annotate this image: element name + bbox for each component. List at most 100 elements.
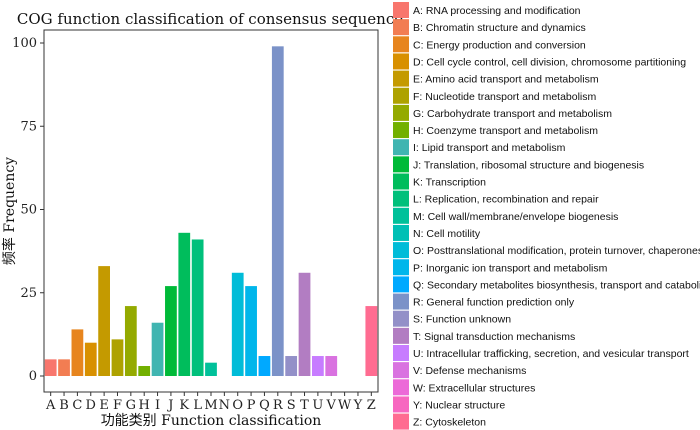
y-axis: 0 25 50 75 100 [12, 36, 44, 384]
bar-O [231, 272, 244, 376]
x-tick-label-V: V [326, 398, 337, 413]
legend-item-label: F: Nucleotide transport and metabolism [413, 91, 597, 103]
legend-item-label: T: Signal transduction mechanisms [413, 331, 575, 343]
x-tick-label-P: P [247, 398, 256, 413]
x-tick-label-H: H [139, 398, 150, 413]
legend-swatch [393, 53, 409, 70]
bar-J [165, 286, 177, 376]
legend-swatch [393, 224, 409, 241]
bar-F [111, 339, 124, 376]
legend-swatch [393, 413, 409, 430]
legend-item-label: H: Coenzyme transport and metabolism [413, 125, 598, 137]
legend-swatch [393, 36, 409, 53]
legend-swatch [393, 293, 409, 310]
legend-item-label: J: Translation, ribosomal structure and … [413, 159, 644, 171]
x-tick-label-I: I [155, 398, 160, 413]
legend-item-label: Y: Nuclear structure [413, 399, 505, 411]
legend-item-label: W: Extracellular structures [413, 382, 535, 394]
bar-Z [365, 306, 378, 376]
legend-swatch [393, 310, 409, 327]
bar-D [84, 342, 97, 376]
x-tick-label-R: R [273, 398, 284, 413]
legend-item-label: I: Lipid transport and metabolism [413, 142, 566, 154]
x-tick-label-F: F [113, 398, 122, 413]
legend-item-label: N: Cell motility [413, 228, 481, 240]
x-tick-label-T: T [300, 398, 309, 413]
bar-Q [258, 356, 271, 376]
legend-swatch [393, 362, 409, 379]
x-tick-label-Q: Q [259, 398, 270, 413]
x-tick-label-W: W [338, 398, 352, 413]
legend-swatch [393, 19, 409, 36]
y-tick-label: 0 [29, 369, 37, 384]
legend-item-label: E: Amino acid transport and metabolism [413, 74, 599, 86]
bar-E [98, 266, 110, 376]
plot-frame [43, 29, 379, 393]
x-tick-label-J: J [166, 398, 173, 413]
legend-item-label: S: Function unknown [413, 314, 511, 326]
legend-swatch [393, 70, 409, 87]
legend-swatch [393, 87, 409, 104]
x-tick-label-M: M [204, 398, 217, 413]
legend-item-label: M: Cell wall/membrane/envelope biogenesi… [413, 211, 618, 223]
bars [44, 46, 378, 376]
y-tick-label: 25 [20, 286, 37, 301]
legend-swatch [393, 396, 409, 413]
x-tick-label-Y: Y [353, 398, 363, 413]
legend-swatch [393, 379, 409, 396]
bar-M [205, 362, 217, 376]
x-tick-label-L: L [193, 398, 202, 413]
legend-item-label: R: General function prediction only [413, 297, 575, 309]
x-tick-label-C: C [72, 398, 82, 413]
x-tick-label-A: A [45, 398, 56, 413]
y-axis-label: 频率 Frequency [1, 157, 18, 265]
bar-S [285, 356, 298, 376]
bar-I [151, 322, 164, 376]
y-tick-label: 75 [20, 119, 37, 134]
legend-item-label: A: RNA processing and modification [413, 5, 581, 17]
legend-item-label: Q: Secondary metabolites biosynthesis, t… [413, 279, 700, 291]
legend-swatch [393, 122, 409, 139]
chart-title: COG function classification of consensus… [17, 10, 403, 28]
legend-swatch [393, 242, 409, 259]
bar-H [138, 366, 151, 376]
bar-B [58, 359, 70, 376]
legend-swatch [393, 207, 409, 224]
legend-swatch [393, 327, 409, 344]
x-tick-label-D: D [86, 398, 96, 413]
bar-V [325, 356, 338, 376]
legend-swatch [393, 139, 409, 156]
legend-item-label: L: Replication, recombination and repair [413, 194, 599, 206]
x-tick-label-E: E [99, 398, 109, 413]
legend-swatch [393, 276, 409, 293]
legend-swatch [393, 345, 409, 361]
legend-item-label: O: Posttranslational modification, prote… [413, 245, 700, 257]
x-tick-label-Z: Z [367, 398, 376, 413]
legend-swatch [393, 259, 409, 276]
legend-swatch [393, 2, 409, 18]
legend-item-label: V: Defense mechanisms [413, 365, 526, 377]
legend-swatch [393, 173, 409, 190]
legend-item-label: P: Inorganic ion transport and metabolis… [413, 262, 608, 274]
bar-C [71, 329, 84, 376]
legend-item-label: Z: Cytoskeleton [413, 417, 486, 429]
x-tick-label-S: S [287, 398, 296, 413]
x-tick-label-O: O [232, 398, 243, 413]
bar-G [124, 306, 137, 376]
legend-item-label: K: Transcription [413, 177, 486, 189]
bar-R [271, 46, 284, 376]
legend-item-label: G: Carbohydrate transport and metabolism [413, 108, 612, 120]
x-tick-label-N: N [219, 398, 230, 413]
bar-L [191, 239, 204, 376]
legend-swatch [393, 190, 409, 207]
x-tick-label-U: U [312, 398, 323, 413]
bar-T [298, 272, 311, 376]
legend: A: RNA processing and modification B: Chr… [393, 2, 700, 430]
y-tick-label: 100 [12, 36, 37, 51]
legend-item-label: B: Chromatin structure and dynamics [413, 22, 586, 34]
x-tick-label-B: B [59, 398, 69, 413]
bar-K [178, 232, 191, 376]
legend-swatch [393, 104, 409, 121]
legend-swatch [393, 156, 409, 173]
